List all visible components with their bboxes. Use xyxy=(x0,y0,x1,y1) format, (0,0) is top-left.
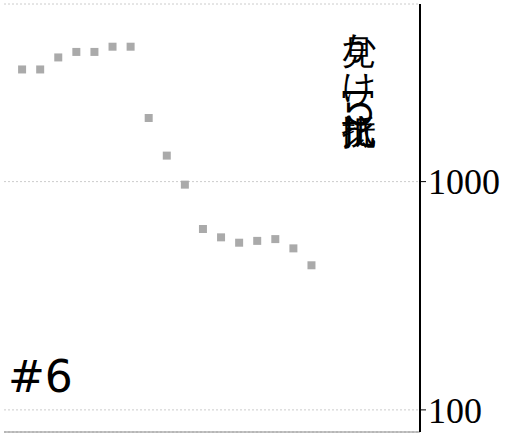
html-text:#6: #6 xyxy=(8,351,73,402)
svg-text:1000: 1000 xyxy=(428,162,500,202)
svg-text:100: 100 xyxy=(428,391,482,431)
html-text:見かけ比抵抗[Ω: 見かけ比抵抗[Ω xyxy=(339,10,379,128)
